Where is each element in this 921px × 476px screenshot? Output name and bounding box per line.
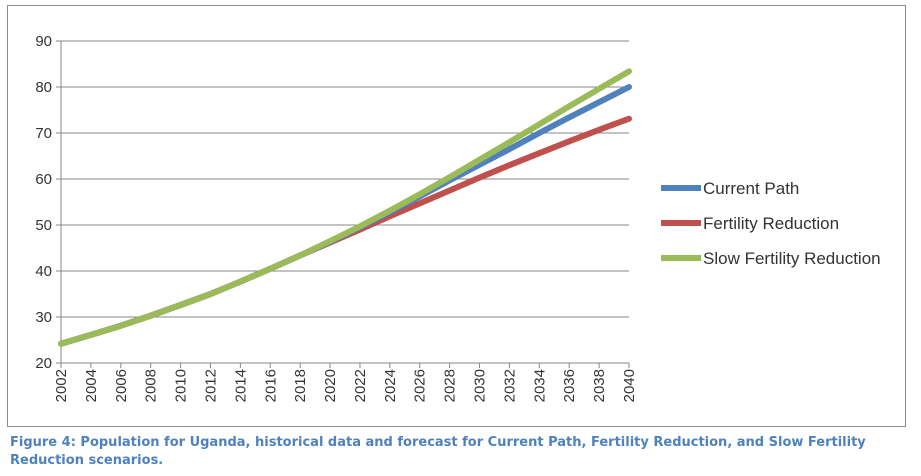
x-tick-label-2016: 2016 bbox=[262, 369, 279, 402]
y-tick-label-50: 50 bbox=[35, 217, 52, 234]
figure-caption: Figure 4: Population for Uganda, histori… bbox=[10, 435, 866, 468]
x-tick-label-2018: 2018 bbox=[292, 369, 309, 402]
y-tick-label-30: 30 bbox=[35, 309, 52, 326]
x-tick-label-2040: 2040 bbox=[621, 369, 638, 402]
x-tick-label-2026: 2026 bbox=[412, 369, 429, 402]
series-line-current-path bbox=[58, 84, 632, 347]
x-tick-label-2012: 2012 bbox=[202, 369, 219, 402]
y-tick-label-60: 60 bbox=[35, 171, 52, 188]
x-tick-label-2008: 2008 bbox=[143, 369, 160, 402]
x-tick-label-2038: 2038 bbox=[591, 369, 608, 402]
y-tick-label-20: 20 bbox=[35, 355, 52, 372]
x-tick-label-2030: 2030 bbox=[472, 369, 489, 402]
x-tick-label-2032: 2032 bbox=[501, 369, 518, 402]
x-tick-label-2002: 2002 bbox=[53, 369, 70, 402]
y-tick-label-90: 90 bbox=[35, 33, 52, 50]
x-tick-label-2022: 2022 bbox=[352, 369, 369, 402]
x-tick-label-2004: 2004 bbox=[83, 369, 100, 402]
legend-label-slow-fertility-reduction: Slow Fertility Reduction bbox=[703, 249, 881, 268]
x-tick-label-2014: 2014 bbox=[232, 369, 249, 402]
x-tick-label-2020: 2020 bbox=[322, 369, 339, 402]
series-line-slow-fertility-reduction bbox=[58, 68, 632, 347]
legend-label-current-path: Current Path bbox=[703, 179, 799, 198]
y-tick-label-40: 40 bbox=[35, 263, 52, 280]
y-tick-label-70: 70 bbox=[35, 125, 52, 142]
chart-frame: 20 30 40 50 60 70 80 90 2002 2004 2006 2008 2010 2012… bbox=[7, 5, 906, 427]
x-tick-label-2036: 2036 bbox=[561, 369, 578, 402]
x-tick-label-2028: 2028 bbox=[442, 369, 459, 402]
y-tick-label-80: 80 bbox=[35, 79, 52, 96]
legend-label-fertility-reduction: Fertility Reduction bbox=[703, 214, 839, 233]
x-tick-label-2024: 2024 bbox=[382, 369, 399, 402]
x-tick-label-2010: 2010 bbox=[173, 369, 190, 402]
x-tick-label-2006: 2006 bbox=[113, 369, 130, 402]
x-tick-label-2034: 2034 bbox=[531, 369, 548, 402]
